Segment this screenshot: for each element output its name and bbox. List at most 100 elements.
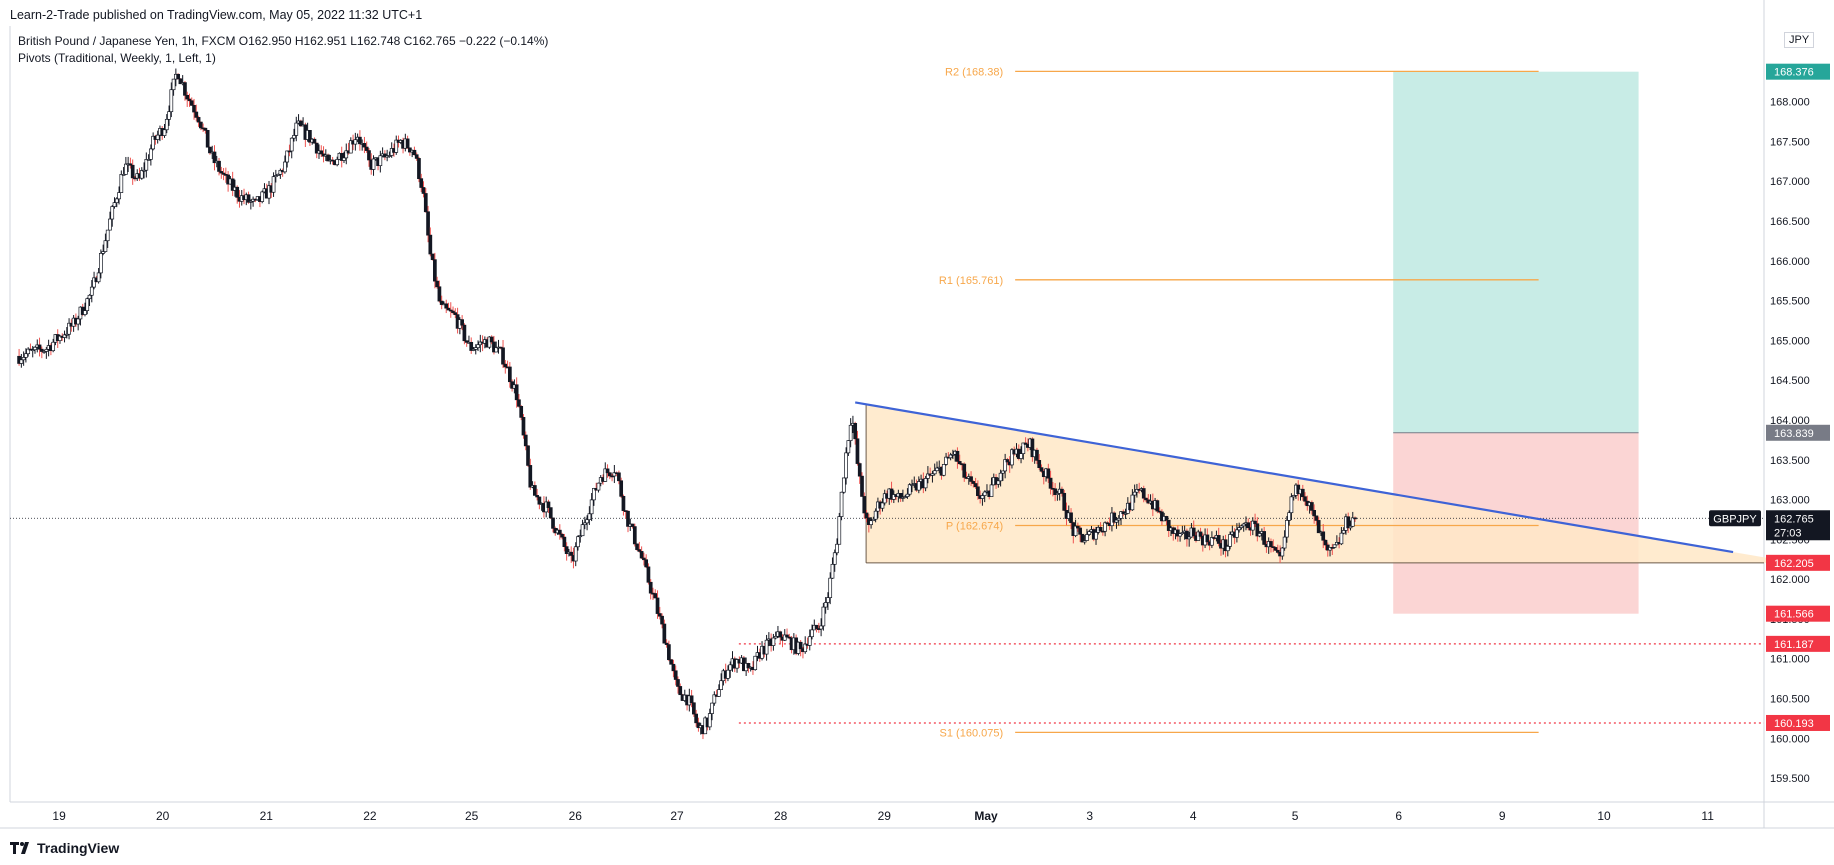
candle-body-112 — [271, 176, 276, 193]
candle-body-229 — [537, 496, 542, 505]
candle-body-434 — [1003, 459, 1007, 472]
price-label-5: 160.193 — [1774, 718, 1814, 730]
y-tick-0: 159.500 — [1770, 773, 1810, 785]
symbol-legend[interactable]: British Pound / Japanese Yen, 1h, FXCM O… — [18, 34, 549, 48]
candle-body-360 — [835, 543, 839, 554]
candle-body-221 — [519, 405, 524, 418]
candle-body-10 — [39, 348, 44, 352]
y-tick-10: 164.500 — [1770, 375, 1810, 387]
candle-body-153 — [364, 146, 369, 151]
candle-body-450 — [1039, 467, 1044, 472]
candle-body-362 — [839, 491, 844, 517]
candle-body-208 — [489, 336, 494, 343]
candle-body-199 — [469, 341, 474, 351]
candle-body-282 — [657, 613, 662, 617]
candle-body-268 — [626, 510, 630, 527]
candle-body-255 — [596, 482, 601, 491]
x-tick-13: 6 — [1395, 809, 1402, 823]
candle-body-118 — [285, 150, 290, 163]
candle-body-400 — [926, 473, 930, 479]
candle-body-133 — [319, 150, 324, 155]
candle-body-587 — [1350, 517, 1355, 527]
y-tick-3: 161.000 — [1770, 654, 1810, 666]
candle-body-86 — [212, 151, 217, 164]
pivot-label-2: P (162.674) — [946, 521, 1003, 533]
candle-body-545 — [1255, 523, 1260, 537]
candle-body-38 — [103, 240, 108, 252]
candle-body-559 — [1287, 512, 1291, 521]
candle-body-465 — [1073, 525, 1078, 536]
x-tick-15: 10 — [1597, 809, 1611, 823]
candle-body-239 — [560, 533, 564, 538]
pivot-label-3: S1 (160.075) — [940, 727, 1004, 739]
candle-body-183 — [433, 259, 437, 282]
candle-body-443 — [1023, 442, 1028, 445]
candle-body-61 — [155, 134, 160, 140]
candle-body-171 — [405, 138, 410, 149]
candle-body-468 — [1080, 533, 1085, 543]
x-tick-0: 19 — [52, 809, 66, 823]
candle-body-574 — [1321, 531, 1326, 541]
candle-body-380 — [880, 502, 885, 509]
candle-body-273 — [637, 549, 642, 552]
candle-body-539 — [1241, 523, 1246, 527]
publisher-header: Learn-2-Trade published on TradingView.c… — [10, 8, 423, 22]
candle-body-571 — [1314, 515, 1319, 521]
candle-body-227 — [532, 485, 537, 496]
price-label-bg-3 — [1766, 605, 1830, 622]
candle-body-21 — [64, 333, 69, 336]
candle-body-511 — [1178, 533, 1182, 537]
y-tick-16: 167.500 — [1770, 136, 1810, 148]
x-tick-4: 25 — [465, 809, 479, 823]
x-tick-1: 20 — [156, 809, 170, 823]
candle-body-49 — [128, 163, 133, 166]
tradingview-logo[interactable]: TradingView — [10, 840, 119, 856]
candle-body-251 — [587, 513, 592, 521]
candle-body-324 — [753, 655, 758, 671]
candle-body-467 — [1078, 527, 1082, 535]
candle-body-144 — [344, 150, 349, 159]
y-tick-12: 165.500 — [1770, 296, 1810, 308]
candle-body-420 — [971, 481, 976, 484]
candle-body-224 — [526, 445, 530, 466]
candle-body-408 — [944, 456, 948, 465]
x-tick-11: 4 — [1190, 809, 1197, 823]
candle-body-150 — [358, 136, 362, 145]
candle-body-222 — [521, 417, 526, 436]
candle-body-437 — [1010, 449, 1014, 466]
candle-body-228 — [535, 495, 539, 498]
candle-body-271 — [632, 526, 637, 545]
candle-body-84 — [208, 146, 212, 154]
x-tick-14: 9 — [1499, 809, 1506, 823]
currency-label[interactable]: JPY — [1784, 32, 1815, 48]
descending-trendline — [855, 401, 1734, 554]
price-label-bg-5 — [1766, 714, 1830, 731]
candle-body-241 — [564, 546, 569, 554]
indicator-legend[interactable]: Pivots (Traditional, Weekly, 1, Left, 1) — [18, 51, 216, 65]
candle-body-543 — [1250, 520, 1255, 531]
candle-body-41 — [110, 206, 115, 220]
candle-body-233 — [546, 501, 551, 508]
candle-body-369 — [855, 438, 860, 464]
candle-body-142 — [339, 152, 344, 161]
candle-body-65 — [164, 118, 169, 131]
candle-body-178 — [421, 187, 426, 194]
candle-body-337 — [782, 634, 787, 641]
candle-body-492 — [1135, 489, 1139, 493]
candle-body-225 — [528, 465, 533, 488]
candle-body-277 — [646, 566, 651, 583]
candle-body-432 — [998, 472, 1003, 482]
candle-body-75 — [187, 98, 192, 102]
candle-body-416 — [962, 463, 967, 478]
candle-body-528 — [1216, 535, 1221, 544]
candle-body-156 — [371, 158, 376, 170]
candle-body-413 — [955, 450, 960, 462]
candle-body-448 — [1035, 449, 1039, 461]
candle-body-433 — [1001, 470, 1005, 474]
candle-body-588 — [1353, 517, 1357, 520]
candle-body-316 — [735, 659, 739, 669]
candle-body-272 — [635, 543, 639, 550]
candle-body-490 — [1130, 494, 1135, 511]
candle-body-546 — [1257, 533, 1262, 537]
